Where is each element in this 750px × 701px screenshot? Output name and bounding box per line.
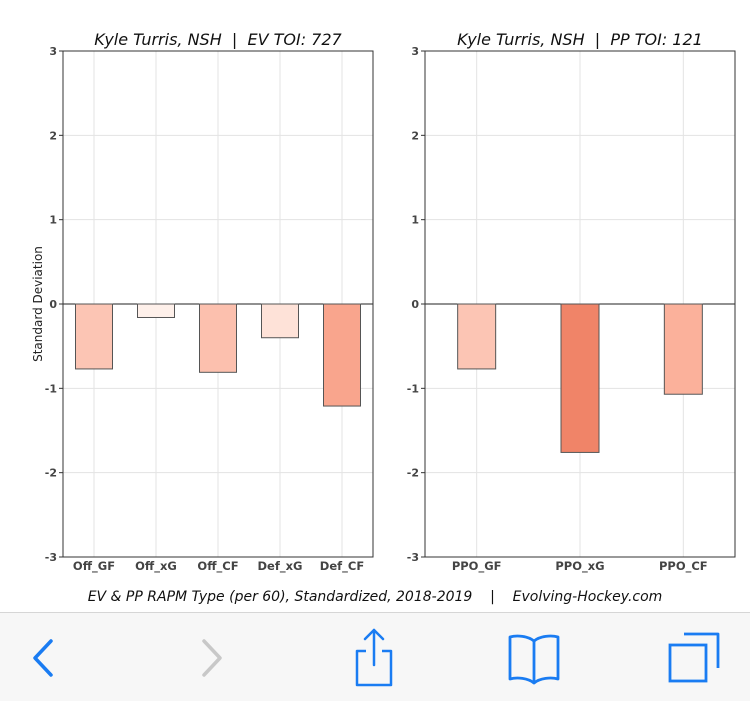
back-button[interactable]: [13, 627, 73, 687]
ev-chart-title: Kyle Turris, NSH | EV TOI: 727: [94, 30, 342, 49]
share-button[interactable]: [344, 627, 404, 687]
ev-bar-off-xg: [137, 303, 175, 318]
pp-ytick-label: 3: [411, 45, 419, 58]
tabs-button[interactable]: [664, 627, 724, 687]
pp-chart-title: Kyle Turris, NSH | PP TOI: 121: [457, 30, 703, 49]
bookmarks-button[interactable]: [504, 627, 564, 687]
ev-ytick-label: 3: [49, 45, 57, 58]
browser-toolbar: [0, 612, 750, 701]
ev-ytick-label: 2: [49, 129, 57, 142]
pp-bar-ppo-cf: [663, 303, 703, 395]
ev-xtick-label: Off_xG: [135, 559, 177, 574]
back-icon: [33, 639, 53, 677]
pp-xtick-label: PPO_xG: [555, 559, 604, 574]
chart-caption: EV & PP RAPM Type (per 60), Standardized…: [87, 589, 663, 605]
ev-xtick-label: Def_xG: [258, 559, 303, 574]
pp-ytick-label: 0: [411, 298, 419, 311]
pp-ytick-label: -3: [407, 551, 419, 564]
forward-icon: [202, 639, 222, 677]
pp-ytick-label: -1: [407, 382, 419, 395]
chart-svg: -3 -2 -1 0 1 2 3 Off_GF Off_xG Off_CF Def_xG Def_CF…: [45, 45, 736, 574]
pp-ytick-label: 1: [411, 214, 419, 227]
pp-ytick-label: -2: [407, 467, 419, 480]
ev-bar-off-cf: [199, 303, 237, 373]
bookmarks-icon: [508, 634, 560, 685]
forward-button[interactable]: [182, 627, 242, 687]
ev-ytick-label: 0: [49, 298, 57, 311]
chart-area: Kyle Turris, NSH | EV TOI: 727 Kyle Turr…: [31, 30, 736, 605]
ev-xtick-label: Def_CF: [320, 559, 364, 574]
pp-xtick-label: PPO_CF: [659, 559, 708, 574]
pp-xtick-label: PPO_GF: [452, 559, 502, 574]
pp-ytick-label: 2: [411, 129, 419, 142]
ev-ytick-label: 1: [49, 214, 57, 227]
ev-xtick-label: Off_GF: [73, 559, 115, 574]
ev-bar-def-cf: [323, 303, 361, 407]
ev-bar-off-gf: [75, 303, 113, 370]
ev-ytick-label: -3: [45, 551, 57, 564]
tabs-icon: [668, 632, 720, 683]
ev-xtick-label: Off_CF: [197, 559, 238, 574]
ev-ytick-label: -2: [45, 467, 57, 480]
share-icon: [355, 628, 393, 687]
ev-ytick-label: -1: [45, 382, 57, 395]
pp-bar-ppo-xg: [560, 303, 600, 453]
pp-bar-ppo-gf: [457, 303, 497, 370]
ev-bar-def-xg: [261, 303, 299, 339]
